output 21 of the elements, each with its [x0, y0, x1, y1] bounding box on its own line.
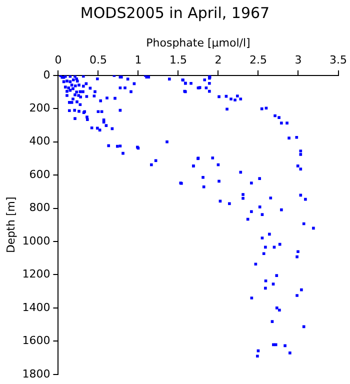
y-tick-label: 0 [43, 68, 50, 82]
y-tick-label: 1000 [22, 234, 50, 248]
y-tick-label: 400 [29, 134, 50, 148]
y-tick-label: 800 [29, 201, 50, 214]
y-tick-label: 200 [29, 101, 50, 114]
y-tick-label: 1800 [22, 367, 50, 380]
y-tick-label: 1600 [22, 334, 50, 348]
y-tick-label: 1400 [22, 300, 50, 314]
y-axis-title: Depth [m] [4, 196, 18, 254]
x-tick-label: 0 [54, 54, 62, 67]
chart-title: MODS2005 in April, 1967 [79, 4, 271, 22]
y-tick-label: 600 [29, 168, 50, 181]
y-tick-label: 1200 [22, 268, 50, 281]
x-tick-label: 1.5 [169, 54, 187, 67]
x-tick-label: 0.5 [89, 54, 107, 67]
x-tick-label: 2.5 [249, 54, 267, 67]
x-tick-label: 3 [294, 54, 302, 67]
x-tick-label: 1 [134, 54, 142, 67]
x-tick-label: 3.5 [330, 54, 348, 67]
x-axis-title: Phosphate [μmol/l] [146, 36, 250, 50]
x-tick-label: 2 [214, 54, 222, 67]
